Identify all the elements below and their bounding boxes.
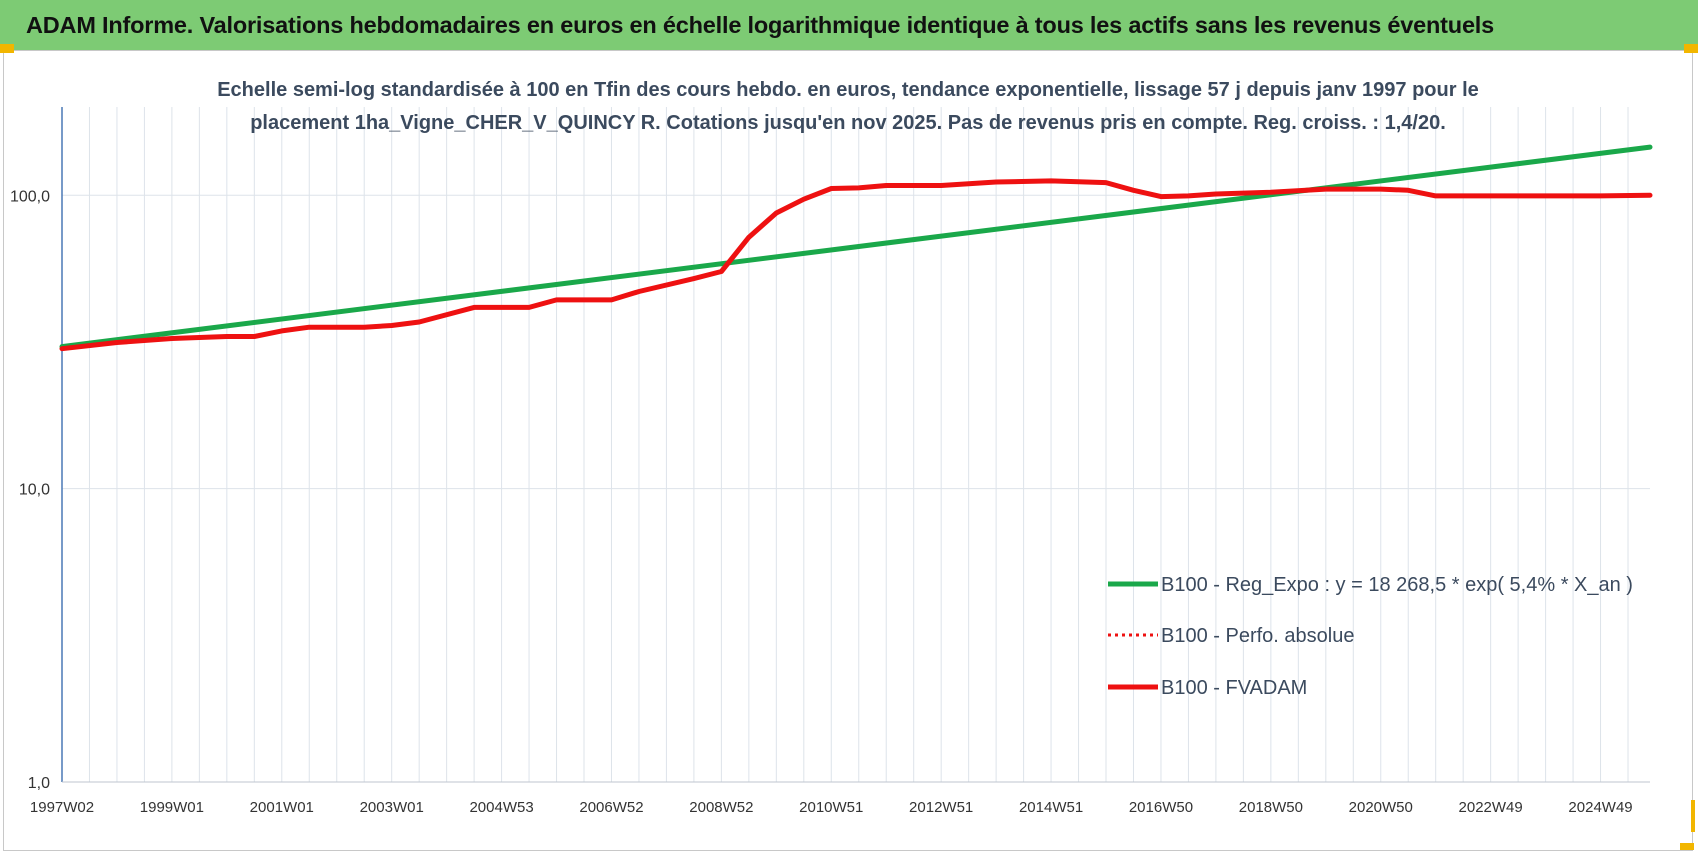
grid-lines [61, 107, 1650, 783]
x-tick-label: 2004W53 [469, 799, 533, 816]
title-banner: ADAM Informe. Valorisations hebdomadaire… [0, 0, 1698, 50]
x-tick-label: 1997W02 [30, 799, 94, 816]
legend: B100 - Reg_Expo : y = 18 268,5 * exp( 5,… [1108, 574, 1633, 699]
x-tick-label: 1999W01 [140, 799, 204, 816]
chart-title-line-2: placement 1ha_Vigne_CHER_V_QUINCY R. Cot… [250, 112, 1446, 134]
x-tick-label: 2012W51 [909, 799, 973, 816]
legend-label-2: B100 - Perfo. absolue [1161, 625, 1354, 647]
axes: 1,0 10,0 100,0 1997W02 1999W01 2001W01 2003W01… [10, 107, 1650, 816]
corner-marker-top-left [0, 44, 14, 53]
x-tick-label: 2003W01 [360, 799, 424, 816]
x-tick-label: 2020W50 [1349, 799, 1413, 816]
x-tick-label: 2010W51 [799, 799, 863, 816]
series-line-1 [59, 144, 1653, 350]
x-tick-label: 2022W49 [1459, 799, 1523, 816]
x-tick-label: 2006W52 [579, 799, 643, 816]
banner-title: ADAM Informe. Valorisations hebdomadaire… [26, 11, 1495, 38]
corner-marker-top-right [1684, 44, 1698, 53]
legend-label-3: B100 - FVADAM [1161, 677, 1307, 699]
y-tick-label: 10,0 [19, 482, 50, 499]
y-tick-label: 100,0 [10, 188, 50, 205]
x-tick-label: 2024W49 [1568, 799, 1632, 816]
series-line-3 [59, 178, 1653, 352]
series-layer [59, 144, 1653, 352]
x-tick-label: 2014W51 [1019, 799, 1083, 816]
chart-frame [3, 50, 1693, 851]
corner-marker-right-edge [1691, 800, 1695, 832]
x-tick-label: 2008W52 [689, 799, 753, 816]
y-tick-label: 1,0 [28, 775, 50, 792]
x-tick-label: 2018W50 [1239, 799, 1303, 816]
x-tick-label: 2016W50 [1129, 799, 1193, 816]
chart-title-line-1: Echelle semi-log standardisée à 100 en T… [217, 79, 1479, 101]
x-tick-label: 2001W01 [250, 799, 314, 816]
corner-marker-bottom-right [1680, 843, 1694, 850]
legend-label-1: B100 - Reg_Expo : y = 18 268,5 * exp( 5,… [1161, 574, 1633, 596]
